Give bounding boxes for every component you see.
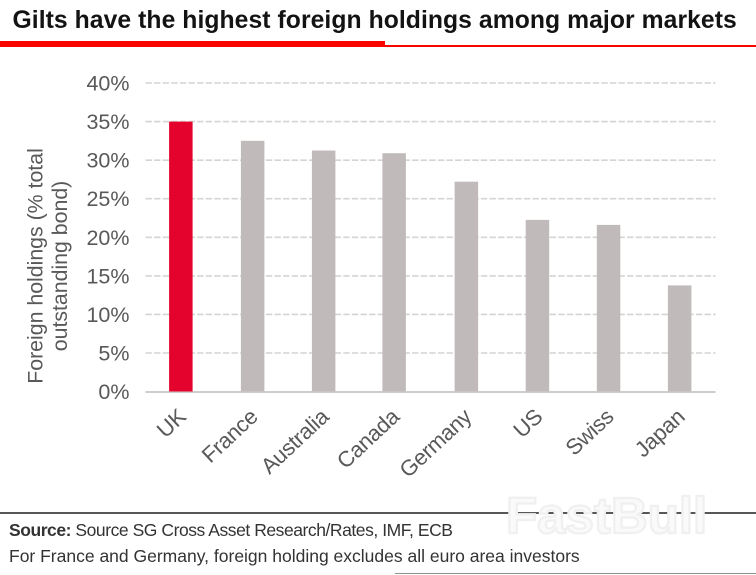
- svg-text:Japan: Japan: [630, 404, 690, 462]
- svg-text:Foreign holdings (% total: Foreign holdings (% total: [24, 148, 48, 384]
- svg-text:30%: 30%: [86, 149, 129, 173]
- svg-text:40%: 40%: [86, 72, 129, 96]
- svg-text:25%: 25%: [86, 187, 129, 211]
- svg-text:Australia: Australia: [256, 403, 334, 479]
- svg-text:Germany: Germany: [395, 404, 477, 483]
- svg-text:UK: UK: [152, 403, 191, 442]
- svg-text:35%: 35%: [86, 110, 129, 134]
- svg-text:outstanding bond): outstanding bond): [48, 181, 72, 352]
- svg-text:US: US: [508, 404, 547, 443]
- svg-text:20%: 20%: [86, 226, 129, 250]
- svg-text:15%: 15%: [86, 264, 129, 288]
- svg-text:Canada: Canada: [332, 403, 405, 473]
- svg-text:10%: 10%: [86, 303, 129, 327]
- svg-text:0%: 0%: [98, 380, 129, 404]
- svg-text:5%: 5%: [98, 342, 129, 366]
- svg-text:France: France: [197, 404, 263, 468]
- svg-text:Swiss: Swiss: [560, 404, 618, 461]
